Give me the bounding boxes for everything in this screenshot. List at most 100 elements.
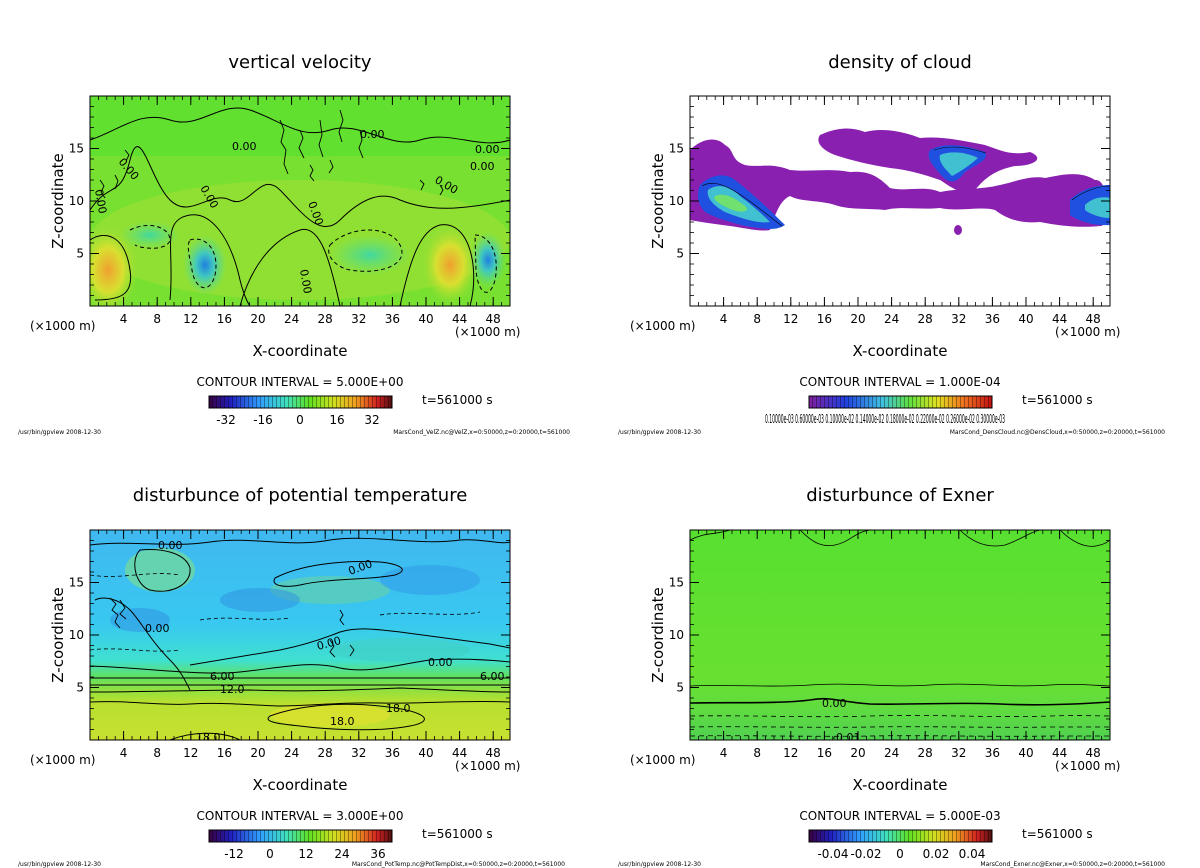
x-tick-label: 32 (951, 312, 966, 326)
field-plot: 0.00 0.00 0.00 0.00 0.00 0.00 0.00 0.00 … (90, 96, 510, 306)
cloud-region (939, 152, 978, 176)
x-tick-label: 16 (217, 312, 232, 326)
x-tick-label: 48 (1086, 312, 1101, 326)
colorbar-tick: 0 (296, 413, 304, 427)
y-axis-label: Z-coordinate (649, 153, 667, 248)
panel-vertical-velocity: vertical velocity 0.00 0.00 (18, 52, 570, 436)
field-patch (422, 225, 478, 305)
y-tick-label: 5 (676, 247, 684, 261)
x-tick-label: 4 (720, 746, 728, 760)
contour-label: 12.0 (220, 683, 245, 696)
footer-left: /usr/bin/gpview 2008-12-30 (18, 429, 101, 436)
x-tick-label: 36 (385, 312, 400, 326)
colorbar-bands (809, 830, 992, 842)
x-tick-label: 8 (153, 746, 161, 760)
footer-right: MarsCond_DensCloud.nc@DensCloud,x=0:5000… (950, 429, 1165, 436)
contour-label: 0.00 (822, 697, 847, 710)
colorbar-tick: -32 (216, 413, 236, 427)
x-tick-label: 40 (418, 312, 433, 326)
cloud-region (690, 139, 1107, 231)
colorbar-tick: 24 (334, 847, 349, 861)
contour-label: -0.01 (832, 731, 860, 744)
contour-line (109, 597, 355, 658)
y-axis-label: Z-coordinate (49, 153, 67, 248)
contour-line (279, 109, 364, 175)
contour-label: 0.00 (232, 140, 257, 153)
panel-title: vertical velocity (228, 52, 372, 73)
colorbar-tick: 32 (364, 413, 379, 427)
time-label: t=561000 s (422, 393, 493, 407)
panel-potential-temperature: disturbunce of potential temperature (18, 485, 565, 868)
contour-line (169, 732, 241, 740)
colorbar: -12 0 12 24 36 (208, 829, 393, 861)
colorbar-frame (208, 395, 393, 409)
x-tick-label: 36 (985, 312, 1000, 326)
x-tick-label: 24 (884, 312, 899, 326)
contour-label: 0.00 (475, 143, 500, 156)
contour-label: 0.00 (297, 268, 314, 294)
colorbar-tick: 0.02 (923, 847, 950, 861)
field-patch (270, 576, 390, 604)
field-patch (120, 221, 180, 249)
field-patch (90, 225, 138, 306)
field-patch (330, 638, 470, 662)
x-tick-label: 44 (1052, 746, 1067, 760)
y-tick-label: 10 (69, 628, 84, 642)
colorbar-tick: -12 (224, 847, 244, 861)
x-axis-label: X-coordinate (853, 776, 948, 794)
cloud-region (954, 225, 962, 235)
y-tick-label: 10 (669, 194, 684, 208)
x-tick-label: 16 (217, 746, 232, 760)
x-unit-label: (×1000 m) (30, 319, 95, 333)
contour-label: 0.00 (470, 160, 495, 173)
x-tick-label: 24 (284, 312, 299, 326)
x-tick-label: 8 (153, 312, 161, 326)
contour-label: 0.00 (315, 634, 342, 653)
x-tick-label: 12 (783, 746, 798, 760)
footer-right: MarsCond_Exner.nc@Exner,x=0:50000,z=0:20… (980, 861, 1165, 868)
cloud-region (714, 194, 748, 212)
panel-title: disturbunce of Exner (806, 485, 994, 506)
contour-line (690, 726, 1110, 728)
contour-line (90, 146, 510, 227)
x-tick-label: 44 (452, 746, 467, 760)
contour-label: 18.0 (196, 731, 221, 744)
contour-line (474, 234, 497, 293)
contour-line (701, 146, 1110, 227)
contour-line (94, 597, 191, 691)
contour-line (169, 214, 251, 306)
contour-label: 0.00 (92, 188, 109, 214)
y-tick-label: 10 (69, 194, 84, 208)
contour-label: 0.00 (158, 539, 183, 552)
contour-interval: CONTOUR INTERVAL = 1.000E-04 (799, 375, 1000, 389)
y-tick-label: 5 (76, 681, 84, 695)
contour-line (273, 561, 403, 587)
x-tick-label: 36 (385, 746, 400, 760)
x-axis-label: X-coordinate (253, 776, 348, 794)
contour-line (267, 703, 425, 731)
cloud-region (1085, 197, 1110, 218)
footer-left: /usr/bin/gpview 2008-12-30 (618, 861, 701, 868)
contour-label: 18.0 (386, 702, 411, 715)
x-unit-label: (×1000 m) (1055, 759, 1120, 773)
colorbar-tick-labels: 0.10000e-03 0.60000e-03 0.10000e-02 0.14… (765, 412, 1005, 426)
x-tick-label: 20 (850, 312, 865, 326)
contour-label: 0.00 (145, 622, 170, 635)
contour-label: 6.00 (210, 670, 235, 683)
y-tick-label: 15 (69, 576, 84, 590)
contour-line (90, 573, 481, 652)
colorbar-tick: -0.02 (850, 847, 881, 861)
x-tick-label: 40 (418, 746, 433, 760)
x-tick-label: 8 (753, 312, 761, 326)
x-tick-label: 36 (985, 746, 1000, 760)
x-unit-label: (×1000 m) (630, 753, 695, 767)
contour-line (690, 735, 1110, 737)
contour-label: 0.00 (428, 656, 453, 669)
x-axis-label: X-coordinate (853, 342, 948, 360)
time-label: t=561000 s (1022, 393, 1093, 407)
field-background (690, 530, 1110, 740)
colorbar-frame (808, 395, 993, 409)
contour-line (134, 549, 191, 592)
